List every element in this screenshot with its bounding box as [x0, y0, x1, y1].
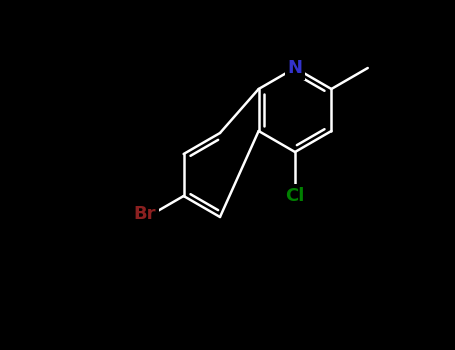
Text: N: N	[288, 59, 303, 77]
Text: Br: Br	[133, 205, 156, 223]
Text: Cl: Cl	[285, 187, 305, 205]
